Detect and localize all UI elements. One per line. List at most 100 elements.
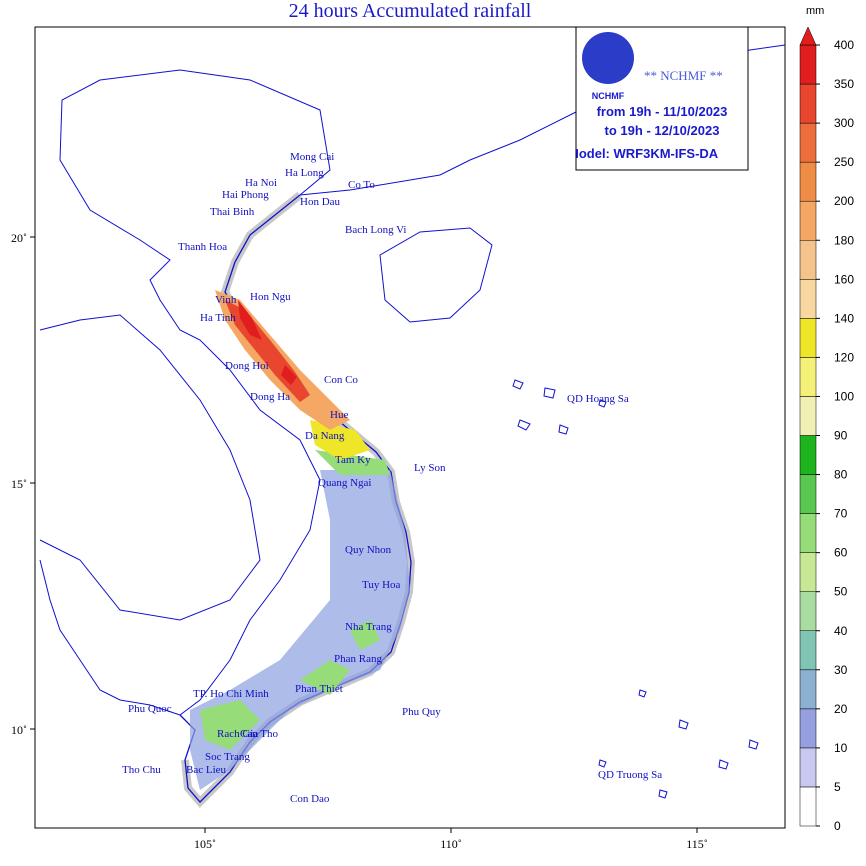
info-frame bbox=[575, 26, 749, 171]
rain-area bbox=[310, 420, 370, 460]
rain-area bbox=[200, 450, 390, 750]
place-label: Phan Rang bbox=[334, 653, 382, 665]
colorbar-label: 300 bbox=[834, 116, 854, 130]
colorbar-label: 20 bbox=[834, 702, 848, 716]
info-box: NCHMF ** NCHMF ** from 19h - 11/10/2023 … bbox=[568, 26, 749, 171]
colorbar-label: 180 bbox=[834, 233, 854, 247]
period-from: from 19h - 11/10/2023 bbox=[597, 104, 728, 119]
colorbar-cell bbox=[799, 552, 817, 592]
colorbar-label: 60 bbox=[834, 546, 848, 560]
model: Model: WRF3KM-IFS-DA bbox=[568, 146, 719, 161]
colorbar-label: 30 bbox=[834, 663, 848, 677]
logo-text: NCHMF bbox=[592, 91, 625, 101]
colorbar-cell bbox=[799, 435, 817, 475]
colorbar-label: 5 bbox=[834, 780, 841, 794]
colorbar-cell bbox=[799, 591, 817, 632]
colorbar-cell bbox=[799, 83, 817, 124]
place-label: Tho Chu bbox=[122, 764, 161, 776]
place-label: QD Hoang Sa bbox=[567, 393, 629, 405]
colorbar-cell bbox=[799, 279, 817, 319]
place-label: Phan Thiet bbox=[295, 683, 343, 695]
paracel bbox=[512, 379, 607, 435]
laos-border bbox=[39, 314, 261, 621]
x-tick-label: 115˚ bbox=[686, 837, 708, 851]
colorbar-cell bbox=[799, 200, 817, 241]
place-label: Quy Nhon bbox=[345, 544, 392, 556]
colorbar-cell bbox=[799, 240, 817, 280]
place-label: Dong Ha bbox=[250, 391, 290, 403]
place-label: Con Dao bbox=[290, 793, 330, 805]
period-to: to 19h - 12/10/2023 bbox=[605, 123, 720, 138]
place-label: Ha Noi bbox=[245, 177, 277, 189]
place-label: QD Truong Sa bbox=[598, 769, 662, 781]
colorbar-cell bbox=[799, 474, 817, 514]
colorbar-label: 120 bbox=[834, 350, 854, 364]
place-label: Nha Trang bbox=[345, 621, 392, 633]
colorbar-label: 90 bbox=[834, 429, 848, 443]
x-tick-label: 110˚ bbox=[440, 837, 462, 851]
place-label: Tam Ky bbox=[335, 454, 371, 466]
place-label: Quang Ngai bbox=[318, 477, 371, 489]
place-label: Soc Trang bbox=[205, 751, 250, 763]
place-label: Ha Long bbox=[285, 167, 324, 179]
place-label: Tuy Hoa bbox=[362, 579, 401, 591]
y-tick-label: 15˚ bbox=[11, 477, 27, 491]
colorbar-label: 80 bbox=[834, 468, 848, 482]
colorbar-cell bbox=[799, 357, 817, 397]
place-label: Hai Phong bbox=[222, 189, 269, 201]
unit: mm bbox=[806, 5, 824, 17]
cambodia-coast bbox=[39, 559, 181, 716]
colorbar-cell bbox=[799, 318, 817, 358]
colorbar-label: 0 bbox=[834, 819, 841, 833]
y-tick-label: 20˚ bbox=[11, 231, 27, 245]
colorbar-label: 10 bbox=[834, 741, 848, 755]
place-label: Da Nang bbox=[305, 430, 345, 442]
y-tick-label: 10˚ bbox=[11, 723, 27, 737]
place-labels: Mong Cai Ha Long Co To Ha Noi Hai Phong … bbox=[122, 151, 662, 805]
x-tick-label: 105˚ bbox=[194, 837, 216, 851]
colorbar-label: 100 bbox=[834, 389, 854, 403]
place-label: Hon Ngu bbox=[250, 291, 291, 303]
colorbar-cell bbox=[799, 161, 817, 202]
colorbar-label: 400 bbox=[834, 38, 854, 52]
spratly bbox=[598, 689, 759, 799]
colorbar-label: 50 bbox=[834, 585, 848, 599]
colorbar-label: 160 bbox=[834, 272, 854, 286]
colorbar-label: 350 bbox=[834, 77, 854, 91]
place-label: TP. Ho Chi Minh bbox=[193, 688, 269, 700]
place-label: Rach Gia bbox=[217, 728, 258, 740]
hainan bbox=[379, 227, 493, 323]
place-label: Con Co bbox=[324, 374, 358, 386]
logo bbox=[582, 32, 634, 84]
colorbar-cell bbox=[799, 747, 817, 788]
colorbar-cell bbox=[799, 630, 817, 671]
colorbar-label: 200 bbox=[834, 194, 854, 208]
place-label: Phu Quoc bbox=[128, 703, 172, 715]
vietnam-border bbox=[59, 69, 331, 716]
rain-area bbox=[238, 300, 297, 385]
place-label: Dong Hoi bbox=[225, 360, 269, 372]
place-label: Hue bbox=[330, 409, 348, 421]
place-label: Bach Long Vi bbox=[345, 224, 406, 236]
colorbar-cell bbox=[799, 44, 817, 85]
title: 24 hours Accumulated rainfall bbox=[289, 0, 532, 22]
model-clip: Model: WRF3KM-IFS-DA bbox=[568, 146, 719, 161]
colorbar-cell bbox=[799, 513, 817, 553]
colorbar-cell bbox=[799, 786, 817, 827]
colorbar-arrow bbox=[799, 26, 817, 46]
colorbar: mm 0 5 10 20 30 40 50 60 70 80 90 100 120 140 160 180 20… bbox=[799, 5, 854, 833]
place-label: Ha Tinh bbox=[200, 312, 236, 324]
place-label: Phu Quy bbox=[402, 706, 441, 718]
axes: 105˚ 110˚ 115˚ 20˚ 15˚ 10˚ bbox=[11, 231, 708, 851]
place-label: Vinh bbox=[215, 294, 237, 306]
place-label: Bac Lieu bbox=[186, 764, 227, 776]
place-label: Mong Cai bbox=[290, 151, 334, 163]
colorbar-label: 140 bbox=[834, 311, 854, 325]
colorbar-cell bbox=[799, 396, 817, 436]
place-label: Thai Binh bbox=[210, 206, 255, 218]
colorbar-cell bbox=[799, 122, 817, 163]
colorbar-label: 70 bbox=[834, 507, 848, 521]
place-label: Thanh Hoa bbox=[178, 241, 227, 253]
colorbar-cell bbox=[799, 669, 817, 710]
